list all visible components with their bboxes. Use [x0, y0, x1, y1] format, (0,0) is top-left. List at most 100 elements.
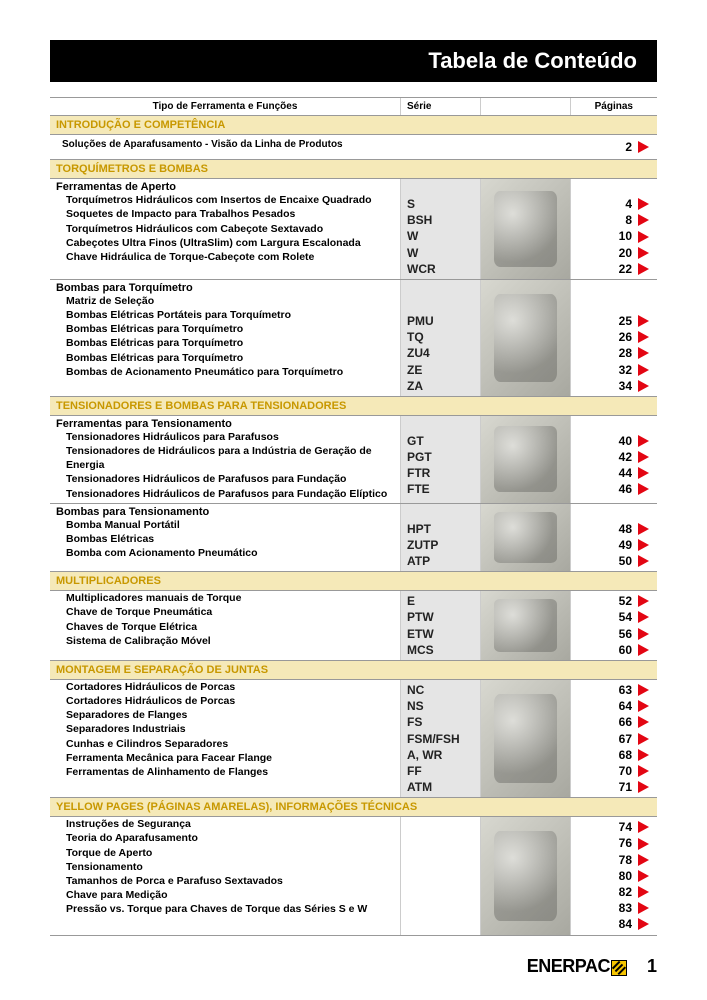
page-link[interactable]: 64: [579, 698, 649, 714]
row-name: Bombas Elétricas: [50, 532, 154, 546]
product-thumbnail: [480, 591, 570, 660]
page-link[interactable]: 60: [579, 642, 649, 658]
page-link[interactable]: 20: [579, 245, 649, 261]
group-title: Ferramentas de Aperto: [50, 179, 400, 193]
row-name: Sistema de Calibração Móvel: [50, 634, 211, 648]
series-code: FS: [407, 714, 474, 730]
page-link[interactable]: 74: [579, 819, 649, 835]
page-number: 1: [647, 956, 657, 977]
row-name: Pressão vs. Torque para Chaves de Torque…: [50, 902, 367, 916]
series-code: PTW: [407, 609, 474, 625]
page-link[interactable]: 32: [579, 362, 649, 378]
triangle-icon: [638, 247, 649, 259]
triangle-icon: [638, 539, 649, 551]
page-link[interactable]: 63: [579, 682, 649, 698]
series-code: ATP: [407, 553, 474, 569]
series-code: MCS: [407, 642, 474, 658]
page-link[interactable]: 52: [579, 593, 649, 609]
triangle-icon: [638, 555, 649, 567]
page-link[interactable]: 70: [579, 763, 649, 779]
page-link[interactable]: 48: [579, 521, 649, 537]
page-link[interactable]: 46: [579, 481, 649, 497]
row-name: Bombas Elétricas para Torquímetro: [50, 336, 243, 350]
page-link[interactable]: 49: [579, 537, 649, 553]
page-link[interactable]: 71: [579, 779, 649, 795]
page-link[interactable]: 22: [579, 261, 649, 277]
section-header: TENSIONADORES E BOMBAS PARA TENSIONADORE…: [50, 397, 657, 416]
series-code: [407, 900, 474, 916]
page-link[interactable]: 25: [579, 313, 649, 329]
page-link[interactable]: 34: [579, 378, 649, 394]
series-code: NS: [407, 698, 474, 714]
page-link[interactable]: 4: [579, 196, 649, 212]
row-name: Torque de Aperto: [50, 846, 152, 860]
page-link[interactable]: 83: [579, 900, 649, 916]
series-code: [407, 916, 474, 932]
series-code: FTE: [407, 481, 474, 497]
row-name: Bombas de Acionamento Pneumático para To…: [50, 365, 343, 379]
page-link[interactable]: 82: [579, 884, 649, 900]
page-link[interactable]: 78: [579, 852, 649, 868]
section-header: YELLOW PAGES (PÁGINAS AMARELAS), INFORMA…: [50, 798, 657, 817]
series-code: W: [407, 228, 474, 244]
triangle-icon: [638, 628, 649, 640]
page-link[interactable]: 84: [579, 916, 649, 932]
row-name: Cabeçotes Ultra Finos (UltraSlim) com La…: [50, 236, 361, 250]
series-code: A, WR: [407, 747, 474, 763]
triangle-icon: [638, 733, 649, 745]
page-link[interactable]: 68: [579, 747, 649, 763]
triangle-icon: [638, 870, 649, 882]
page-link[interactable]: 8: [579, 212, 649, 228]
triangle-icon: [638, 886, 649, 898]
series-code: GT: [407, 433, 474, 449]
page-link[interactable]: 40: [579, 433, 649, 449]
triangle-icon: [638, 595, 649, 607]
footer: ENERPAC 1: [50, 956, 657, 977]
page-link[interactable]: [579, 297, 649, 313]
row-name: Torquímetros Hidráulicos com Cabeçote Se…: [50, 222, 323, 236]
triangle-icon: [638, 684, 649, 696]
row-name: Bombas Elétricas para Torquímetro: [50, 322, 243, 336]
page-link[interactable]: 54: [579, 609, 649, 625]
series-code: S: [407, 196, 474, 212]
header-pages: Páginas: [570, 98, 657, 115]
row-name: Cortadores Hidráulicos de Porcas: [50, 694, 235, 708]
row-name: Ferramentas de Alinhamento de Flanges: [50, 765, 268, 779]
page-link[interactable]: 44: [579, 465, 649, 481]
page-link[interactable]: 10: [579, 228, 649, 244]
page-link[interactable]: 50: [579, 553, 649, 569]
row-name: Cortadores Hidráulicos de Porcas: [50, 680, 235, 694]
page-link[interactable]: 42: [579, 449, 649, 465]
row-name: Tamanhos de Porca e Parafuso Sextavados: [50, 874, 283, 888]
series-code: ZA: [407, 378, 474, 394]
intro-header: INTRODUÇÃO E COMPETÊNCIA: [50, 116, 657, 135]
page-link[interactable]: 80: [579, 868, 649, 884]
page-link[interactable]: 66: [579, 714, 649, 730]
series-code: NC: [407, 682, 474, 698]
page-link[interactable]: 26: [579, 329, 649, 345]
page-link[interactable]: 56: [579, 626, 649, 642]
triangle-icon: [638, 838, 649, 850]
series-code: FF: [407, 763, 474, 779]
intro-page: 2: [570, 135, 657, 159]
row-name: Matriz de Seleção: [50, 294, 154, 308]
triangle-icon: [638, 611, 649, 623]
triangle-icon: [638, 749, 649, 761]
product-thumbnail: [480, 179, 570, 279]
triangle-icon: [638, 141, 649, 153]
triangle-icon: [638, 347, 649, 359]
page-link[interactable]: 28: [579, 345, 649, 361]
group-title: Bombas para Tensionamento: [50, 504, 400, 518]
brand-logo: ENERPAC: [527, 956, 627, 977]
brand-square-icon: [611, 960, 627, 976]
product-thumbnail: [480, 680, 570, 797]
product-thumbnail: [480, 504, 570, 571]
page-link[interactable]: 67: [579, 731, 649, 747]
page-link[interactable]: 76: [579, 835, 649, 851]
row-name: Bombas Elétricas Portáteis para Torquíme…: [50, 308, 291, 322]
triangle-icon: [638, 467, 649, 479]
series-code: TQ: [407, 329, 474, 345]
row-name: Torquímetros Hidráulicos com Insertos de…: [50, 193, 372, 207]
row-name: Separadores de Flanges: [50, 708, 187, 722]
row-name: Teoria do Aparafusamento: [50, 831, 198, 845]
